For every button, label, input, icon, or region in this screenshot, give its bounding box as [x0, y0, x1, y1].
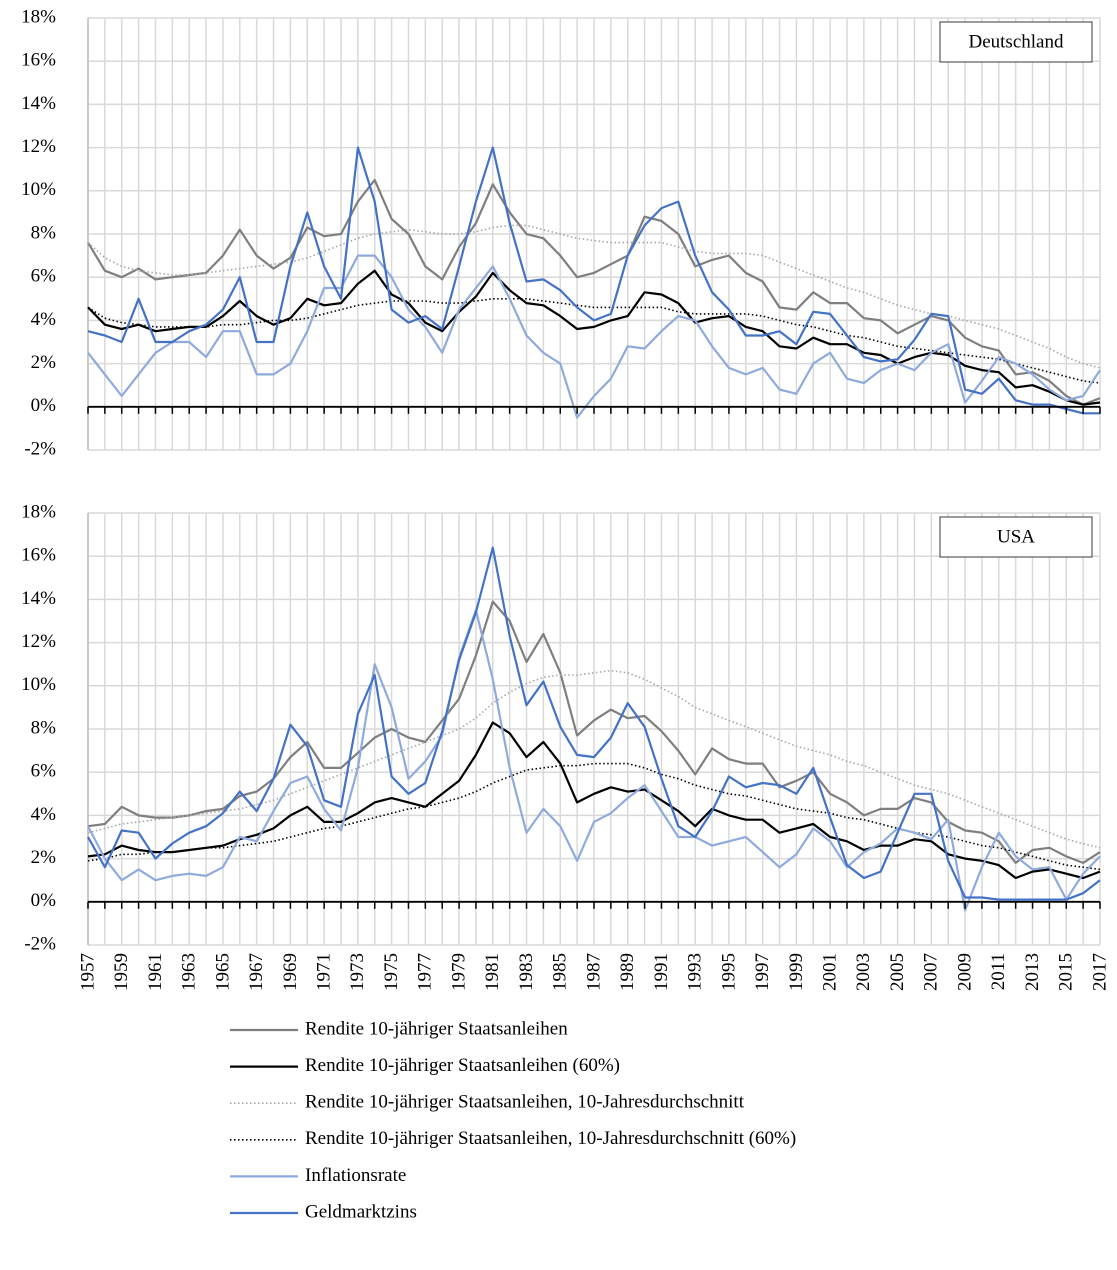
x-tick-label: 1967: [246, 953, 267, 991]
legend-label: Geldmarktzins: [305, 1201, 417, 1222]
x-tick-label: 1975: [381, 953, 402, 991]
y-tick-label: 0%: [31, 890, 57, 911]
legend-label: Inflationsrate: [305, 1165, 406, 1186]
x-tick-label: 1965: [212, 953, 233, 991]
x-tick-label: 1991: [651, 953, 672, 991]
y-tick-label: 6%: [31, 266, 57, 287]
x-tick-label: 1985: [550, 953, 571, 991]
x-tick-label: 1963: [179, 953, 200, 991]
y-tick-label: 0%: [31, 395, 57, 416]
y-tick-label: 10%: [21, 674, 56, 695]
x-tick-label: 1983: [516, 953, 537, 991]
legend-label: Rendite 10-jähriger Staatsanleihen: [305, 1018, 568, 1039]
series-line: [87, 146, 1100, 415]
x-tick-label: 2011: [988, 953, 1009, 990]
x-tick-label: 2009: [954, 953, 975, 991]
y-tick-label: 2%: [31, 352, 57, 373]
title-box: [939, 516, 1093, 558]
y-tick-label: 2%: [31, 847, 57, 868]
x-tick-label: 1957: [77, 953, 98, 991]
x-tick-label: 1993: [685, 953, 706, 991]
y-tick-label: 16%: [21, 545, 56, 566]
legend-label: Rendite 10-jähriger Staatsanleihen, 10-J…: [305, 1092, 745, 1113]
series-line: [87, 600, 1101, 864]
y-tick-label: 18%: [21, 501, 56, 522]
y-tick-label: 4%: [31, 309, 57, 330]
x-tick-label: 2015: [1056, 953, 1077, 991]
chart-title: USA: [997, 526, 1035, 547]
x-tick-label: 1961: [145, 953, 166, 991]
y-tick-label: 8%: [31, 222, 57, 243]
legend-label: Rendite 10-jähriger Staatsanleihen (60%): [305, 1055, 620, 1076]
x-tick-label: 1999: [786, 953, 807, 991]
x-tick-label: 1969: [280, 953, 301, 991]
x-tick-label: 2013: [1022, 953, 1043, 991]
y-tick-label: -2%: [24, 438, 56, 459]
x-tick-label: 1977: [415, 953, 436, 991]
x-tick-label: 1989: [617, 953, 638, 991]
series-line: [87, 254, 1101, 419]
x-tick-label: 2003: [853, 953, 874, 991]
y-tick-label: 12%: [21, 631, 56, 652]
x-tick-label: 2001: [819, 953, 840, 991]
series-line: [87, 546, 1101, 901]
legend-label: Rendite 10-jähriger Staatsanleihen, 10-J…: [305, 1128, 796, 1149]
series-line: [87, 178, 1101, 406]
x-tick-label: 1995: [718, 953, 739, 991]
y-tick-label: 6%: [31, 761, 57, 782]
x-tick-label: 2007: [921, 953, 942, 991]
y-tick-label: 14%: [21, 588, 56, 609]
x-tick-label: 1981: [482, 953, 503, 991]
y-tick-label: 18%: [21, 6, 56, 27]
y-tick-label: -2%: [24, 933, 56, 954]
series-line: [87, 609, 1101, 912]
series-line: [87, 721, 1101, 880]
series-line: [87, 762, 1101, 871]
title-box: [939, 21, 1093, 63]
x-tick-label: 2005: [887, 953, 908, 991]
x-tick-label: 1997: [752, 953, 773, 991]
x-tick-label: 1959: [111, 953, 132, 991]
x-tick-label: 1979: [448, 953, 469, 991]
x-tick-label: 1973: [347, 953, 368, 991]
x-tick-label: 1971: [313, 953, 334, 991]
y-tick-label: 8%: [31, 717, 57, 738]
y-tick-label: 14%: [21, 93, 56, 114]
y-tick-label: 16%: [21, 50, 56, 71]
series-line: [87, 298, 1101, 384]
x-tick-label: 1987: [583, 953, 604, 991]
y-tick-label: 10%: [21, 179, 56, 200]
y-tick-label: 12%: [21, 136, 56, 157]
x-tick-label: 2017: [1089, 953, 1110, 991]
y-tick-label: 4%: [31, 804, 57, 825]
chart-title: Deutschland: [969, 31, 1064, 52]
